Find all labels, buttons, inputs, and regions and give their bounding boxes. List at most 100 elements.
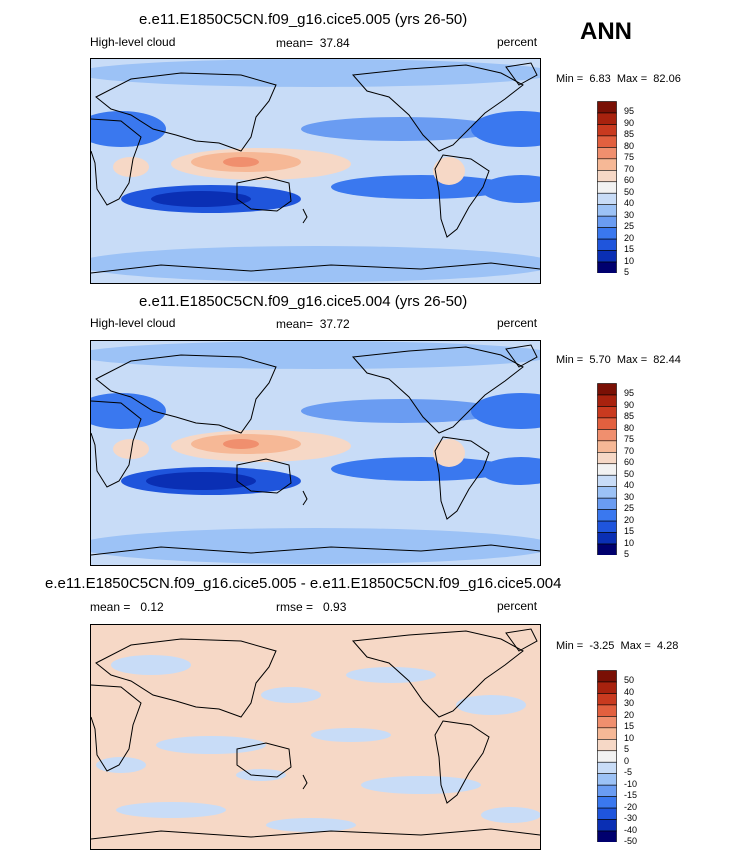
panel-3-coast-samerica bbox=[434, 720, 490, 804]
panel-2-max-label: Max = bbox=[616, 354, 648, 366]
panel-1-colorbar-svg bbox=[597, 101, 617, 273]
colorbar-tick-label: 10 bbox=[624, 537, 635, 548]
colorbar-box bbox=[597, 406, 617, 419]
colorbar-tick-label: 10 bbox=[624, 255, 635, 266]
panel-1-field-warm-max bbox=[223, 157, 259, 167]
panel-3-coast-africa bbox=[91, 684, 142, 772]
colorbar-tick-label: 0 bbox=[624, 755, 630, 766]
colorbar-tick-label: 50 bbox=[624, 675, 635, 686]
panel-3-neg-3 bbox=[346, 667, 436, 683]
colorbar-box bbox=[597, 830, 617, 842]
panel-3-coast-namerica bbox=[351, 630, 524, 718]
panel-2-coast-greenland bbox=[505, 344, 538, 368]
panel-3-neg-7 bbox=[361, 776, 481, 794]
panel-3-coast-asia bbox=[95, 638, 277, 718]
colorbar-box bbox=[597, 440, 617, 453]
panel-2-units: percent bbox=[497, 316, 538, 330]
colorbar-box bbox=[597, 101, 617, 114]
panel-3-neg-2 bbox=[261, 687, 321, 703]
panel-2-field-spac-sub bbox=[331, 457, 511, 481]
panel-2-colorbar-svg bbox=[597, 383, 617, 555]
colorbar-tick-label: -30 bbox=[624, 813, 638, 824]
panel-3-coastlines bbox=[91, 628, 540, 840]
panel-1-max-label: Max = bbox=[616, 73, 648, 85]
colorbar-box bbox=[597, 693, 617, 706]
colorbar-tick-label: 50 bbox=[624, 468, 635, 479]
colorbar-tick-label: 30 bbox=[624, 698, 635, 709]
colorbar-box bbox=[597, 681, 617, 694]
colorbar-tick-label: 30 bbox=[624, 209, 635, 220]
panel-2-coast-antarctica bbox=[91, 544, 540, 556]
colorbar-box bbox=[597, 704, 617, 717]
colorbar-tick-label: -5 bbox=[624, 767, 633, 778]
colorbar-tick-label: -20 bbox=[624, 801, 638, 812]
colorbar-box bbox=[597, 727, 617, 740]
colorbar-tick-label: -40 bbox=[624, 824, 638, 835]
colorbar-box bbox=[597, 819, 617, 832]
panel-1-map-svg bbox=[91, 59, 540, 283]
panel-1-coast-antarctica bbox=[91, 262, 540, 274]
panel-3-rmse-value: 0.93 bbox=[323, 600, 347, 614]
colorbar-box bbox=[597, 250, 617, 263]
panel-3-neg-4 bbox=[456, 695, 526, 715]
panel-3-neg-10 bbox=[481, 807, 540, 823]
panel-1-field-npac-sub bbox=[301, 117, 501, 141]
colorbar-box bbox=[597, 486, 617, 499]
colorbar-box bbox=[597, 192, 617, 205]
colorbar-tick-label: 40 bbox=[624, 198, 635, 209]
colorbar-tick-label: 75 bbox=[624, 152, 635, 163]
panel-1-coast-australia bbox=[236, 176, 292, 212]
panel-2-variable: High-level cloud bbox=[90, 316, 176, 330]
panel-3-min-label: Min = bbox=[556, 640, 584, 652]
panel-1-map bbox=[90, 58, 541, 284]
panel-3-coast-nz bbox=[302, 774, 308, 790]
panel-3-max-value: 4.28 bbox=[656, 640, 679, 652]
colorbar-tick-label: 40 bbox=[624, 686, 635, 697]
colorbar-box bbox=[597, 181, 617, 194]
panel-1-title: e.e11.E1850C5CN.f09_g16.cice5.005 (yrs 2… bbox=[139, 11, 468, 28]
panel-1-colorbar bbox=[597, 101, 617, 273]
panel-2-field-samerica bbox=[433, 439, 465, 467]
colorbar-box bbox=[597, 670, 617, 683]
panel-1-field-sio-core bbox=[151, 191, 251, 207]
colorbar-box bbox=[597, 394, 617, 407]
colorbar-box bbox=[597, 417, 617, 430]
colorbar-tick-label: 70 bbox=[624, 445, 635, 456]
panel-3-neg-8 bbox=[116, 802, 226, 818]
panel-3-neg-11 bbox=[236, 769, 286, 781]
colorbar-box bbox=[597, 261, 617, 273]
panel-1-min-label: Min = bbox=[556, 73, 584, 85]
panel-3-title: e.e11.E1850C5CN.f09_g16.cice5.005 - e.e1… bbox=[45, 575, 562, 592]
panel-2-min-value: 5.70 bbox=[589, 354, 611, 366]
panel-2-title: e.e11.E1850C5CN.f09_g16.cice5.004 (yrs 2… bbox=[139, 293, 468, 310]
panel-2-field-warm-max bbox=[223, 439, 259, 449]
panel-1-mean: mean= 37.84 bbox=[276, 36, 350, 50]
panel-1-variable: High-level cloud bbox=[90, 35, 176, 49]
panel-1-minmax: Min = 6.83 Max = 82.06 bbox=[556, 73, 681, 85]
colorbar-box bbox=[597, 750, 617, 763]
panel-2-map-svg bbox=[91, 341, 540, 565]
colorbar-tick-label: 40 bbox=[624, 480, 635, 491]
panel-1-mean-value: 37.84 bbox=[319, 36, 350, 50]
colorbar-box bbox=[597, 215, 617, 228]
colorbar-tick-label: 75 bbox=[624, 434, 635, 445]
colorbar-box bbox=[597, 170, 617, 183]
season-label: ANN bbox=[580, 18, 632, 45]
panel-2-minmax: Min = 5.70 Max = 82.44 bbox=[556, 354, 681, 366]
colorbar-box bbox=[597, 158, 617, 171]
colorbar-box bbox=[597, 520, 617, 533]
colorbar-tick-label: 90 bbox=[624, 399, 635, 410]
panel-3-map bbox=[90, 624, 541, 850]
panel-1-max-value: 82.06 bbox=[653, 73, 681, 85]
panel-1-coast-namerica bbox=[351, 64, 524, 152]
panel-2-coast-africa bbox=[91, 400, 142, 488]
panel-2-coast-namerica bbox=[351, 346, 524, 434]
colorbar-tick-label: -50 bbox=[624, 836, 638, 846]
colorbar-tick-label: 5 bbox=[624, 267, 630, 277]
panel-1-field-africa bbox=[113, 157, 149, 177]
panel-2-min-label: Min = bbox=[556, 354, 584, 366]
panel-2-mean-value: 37.72 bbox=[319, 317, 350, 331]
colorbar-tick-label: 85 bbox=[624, 411, 635, 422]
colorbar-box bbox=[597, 716, 617, 729]
panel-3-rmse-label: rmse = bbox=[276, 600, 314, 614]
